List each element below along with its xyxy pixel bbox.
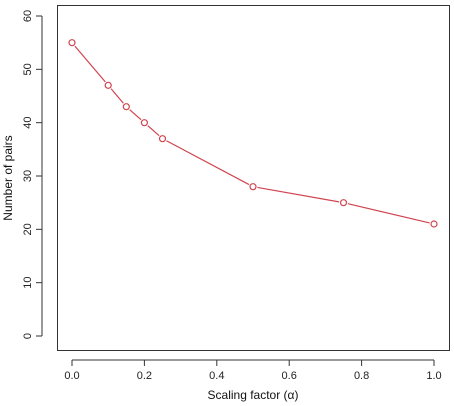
x-tick-label: 0.0 [64, 370, 79, 382]
data-point [68, 39, 76, 47]
series-segment [129, 109, 142, 121]
y-tick-label: 40 [22, 117, 34, 129]
y-tick-label: 20 [22, 223, 34, 235]
series-segment [257, 186, 340, 203]
x-tick-label: 1.0 [426, 370, 441, 382]
data-point [249, 183, 257, 191]
data-point [339, 199, 348, 207]
x-axis: 0.0 0.2 0.4 0.6 0.8 1.0 [64, 359, 442, 382]
y-tick-label: 60 [22, 10, 34, 22]
y-tick-label: 50 [22, 63, 34, 75]
data-point [104, 81, 112, 89]
x-tick-label: 0.4 [209, 370, 224, 382]
y-tick-label: 10 [22, 277, 34, 289]
series-segment [166, 140, 250, 186]
series-segment [347, 203, 430, 224]
plot-frame [57, 5, 450, 351]
x-tick-label: 0.2 [137, 370, 152, 382]
data-point [430, 220, 438, 228]
data-point [158, 135, 167, 143]
x-tick-label: 0.8 [354, 370, 369, 382]
y-tick-label: 0 [22, 333, 34, 339]
series-segment [147, 125, 160, 137]
y-axis-title: Number of pairs [1, 135, 15, 220]
series-segment [74, 45, 106, 83]
x-tick-label: 0.6 [282, 370, 297, 382]
series-layer [68, 39, 438, 228]
y-tick-label: 30 [22, 170, 34, 182]
series-segment [110, 88, 124, 104]
x-axis-title: Scaling factor (α) [208, 388, 299, 402]
data-point [140, 119, 148, 127]
y-axis: 0 10 20 30 40 50 60 [22, 10, 43, 339]
data-point [122, 103, 130, 111]
